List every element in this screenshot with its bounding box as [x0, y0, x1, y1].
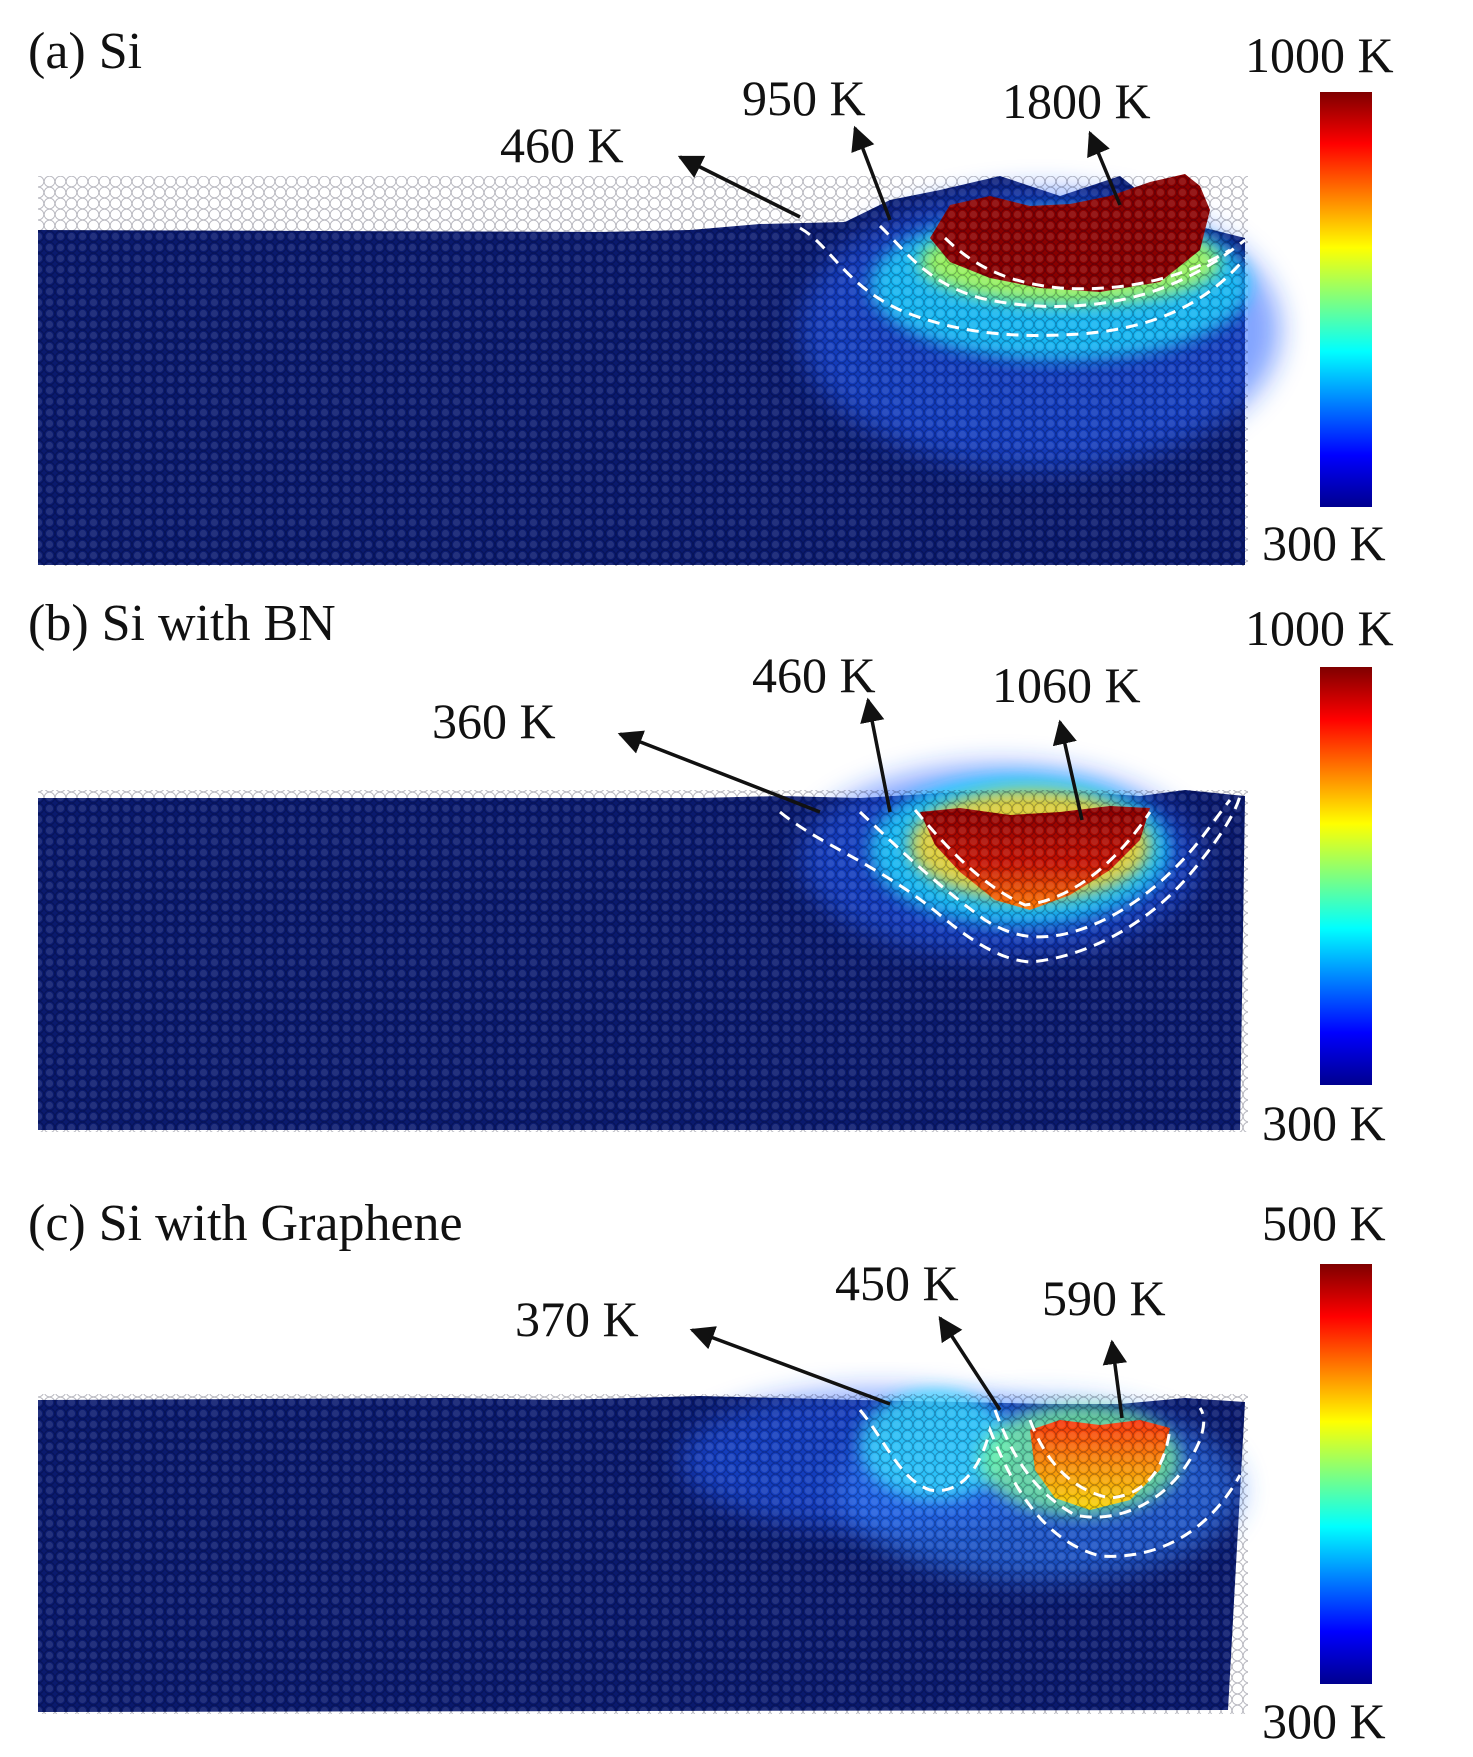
- panel-b-title: (b) Si with BN: [28, 595, 336, 652]
- panel-a-atom-texture: [38, 176, 1248, 566]
- panel-b-slab: [38, 765, 1248, 1132]
- panel-c-boundary-3: [1028, 1419, 1172, 1500]
- panel-a-annotation-3: 1800 K: [1002, 73, 1151, 129]
- panel-c-colorbar-max: 500 K: [1262, 1195, 1386, 1251]
- panel-c-colorbar-gradient: [1320, 1264, 1372, 1684]
- panel-a-arrow-2: [851, 125, 892, 221]
- panel-a-title: (a) Si: [28, 23, 142, 80]
- panel-c-title: (c) Si with Graphene: [28, 1195, 463, 1252]
- panel-c-colorbar-min: 300 K: [1262, 1693, 1386, 1749]
- panel-c-arrow-2: [938, 1315, 1002, 1411]
- panel-c: (c) Si with Graphene 370 K 450 K 590 K 5…: [28, 1195, 1386, 1749]
- panel-c-boundary-1: [858, 1409, 1242, 1558]
- panel-b: (b) Si with BN 360 K 460 K 1060 K 1000 K…: [28, 595, 1394, 1151]
- panel-a-colorbar-max: 1000 K: [1245, 27, 1394, 83]
- panel-a-boundary-3: [943, 236, 1231, 291]
- panel-a-colorbar: 1000 K 300 K: [1245, 27, 1394, 571]
- panel-b-annotations: 360 K 460 K 1060 K: [432, 647, 1141, 821]
- panel-c-slab: [38, 1390, 1248, 1714]
- panel-c-annotation-3: 590 K: [1042, 1270, 1166, 1326]
- panel-b-boundary-3: [913, 809, 1152, 907]
- panel-a-arrow-1: [677, 155, 801, 219]
- panel-a-arrow-3: [1087, 130, 1122, 206]
- panel-a-colorbar-gradient: [1320, 92, 1372, 507]
- panel-c-annotations: 370 K 450 K 590 K: [515, 1255, 1166, 1419]
- panel-c-atom-texture: [38, 1394, 1248, 1714]
- panel-a-annotation-2: 950 K: [742, 70, 866, 126]
- panel-a-colorbar-min: 300 K: [1262, 515, 1386, 571]
- panel-b-arrow-2: [860, 697, 892, 813]
- panel-c-annotation-2: 450 K: [835, 1255, 959, 1311]
- panel-c-arrow-3: [1102, 1339, 1128, 1419]
- panel-b-atom-texture: [38, 790, 1248, 1132]
- panel-c-annotation-1: 370 K: [515, 1291, 639, 1347]
- panel-b-colorbar-max: 1000 K: [1245, 600, 1394, 656]
- panel-a-annotations: 460 K 950 K 1800 K: [500, 70, 1151, 221]
- panel-b-colorbar-min: 300 K: [1262, 1095, 1386, 1151]
- panel-c-boundary-2: [993, 1407, 1206, 1519]
- panel-a-boundary-1: [799, 226, 1247, 337]
- panel-a: (a) Si 460 K 950 K 1800 K 1000 K 300 K: [28, 23, 1394, 571]
- panel-b-annotation-1: 360 K: [432, 693, 556, 749]
- panel-a-annotation-1: 460 K: [500, 117, 624, 173]
- panel-b-colorbar-gradient: [1320, 667, 1372, 1085]
- panel-b-annotation-2: 460 K: [752, 647, 876, 703]
- panel-a-slab: [38, 174, 1280, 566]
- panel-b-colorbar: 1000 K 300 K: [1245, 600, 1394, 1151]
- panel-b-boundary-1: [779, 795, 1242, 964]
- panel-b-arrow-1: [617, 730, 821, 814]
- panel-b-boundary-2: [858, 799, 1232, 939]
- panel-c-arrow-1: [689, 1326, 891, 1406]
- panel-a-boundary-2: [878, 224, 1246, 308]
- panel-c-colorbar: 500 K 300 K: [1262, 1195, 1386, 1749]
- panel-b-arrow-3: [1052, 719, 1084, 821]
- panel-b-annotation-3: 1060 K: [992, 657, 1141, 713]
